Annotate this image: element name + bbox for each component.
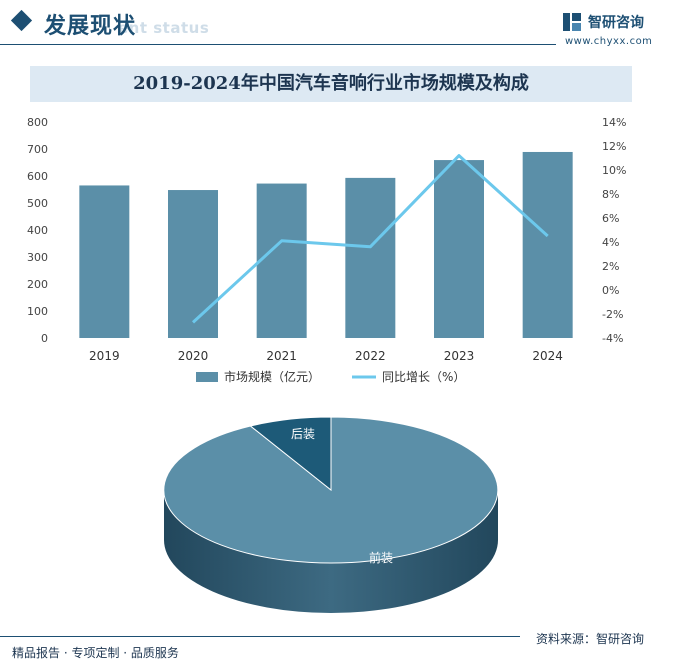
pie-chart: 前装 后装 [163, 416, 499, 613]
footer-tagline: 精品报告 · 专项定制 · 品质服务 [12, 646, 179, 660]
legend-swatch-bar [196, 372, 218, 382]
growth-line [191, 154, 549, 324]
header-divider [0, 44, 556, 45]
legend-label-market-size: 市场规模（亿元） [224, 369, 320, 384]
right-tick-label: 8% [602, 188, 619, 201]
chart-title: 2019-2024年中国汽车音响行业市场规模及构成 [133, 73, 529, 94]
chart-title-bar: 2019-2024年中国汽车音响行业市场规模及构成 [30, 66, 632, 102]
right-tick-label: 14% [602, 116, 626, 129]
left-tick-label: 100 [27, 305, 48, 318]
pie-label-after: 后装 [291, 427, 315, 441]
pie-slice [249, 416, 332, 492]
left-tick-label: 0 [41, 332, 48, 345]
footer-source: 资料来源：智研咨询 [536, 632, 645, 646]
header-subtitle: ent status [118, 19, 210, 37]
bar-series [79, 151, 573, 338]
pie-label-front: 前装 [369, 550, 393, 565]
combo-chart: 0 100 200 300 400 500 600 700 800 -4% -2% 0% 2% 4% 6%… [27, 116, 626, 384]
legend: 市场规模（亿元） 同比增长（%） [196, 369, 465, 384]
x-tick-label: 2020 [178, 349, 209, 363]
pie-side [164, 490, 498, 613]
left-tick-label: 400 [27, 224, 48, 237]
right-axis: -4% -2% 0% 2% 4% 6% 8% 10% 12% 14% [602, 116, 626, 345]
bar [434, 160, 484, 338]
page-title: 发展现状 [44, 14, 137, 39]
logo-url: www.chyxx.com [565, 36, 653, 47]
x-axis: 2019 2020 2021 2022 2023 2024 [89, 349, 563, 363]
left-tick-label: 800 [27, 116, 48, 129]
left-axis: 0 100 200 300 400 500 600 700 800 [27, 116, 48, 345]
left-tick-label: 600 [27, 170, 48, 183]
bar [79, 185, 130, 338]
x-tick-label: 2022 [355, 349, 386, 363]
right-tick-label: 0% [602, 284, 619, 297]
right-tick-label: 2% [602, 260, 619, 273]
x-tick-label: 2019 [89, 349, 120, 363]
pie-slices [163, 416, 499, 564]
x-tick-label: 2023 [444, 349, 475, 363]
left-tick-label: 500 [27, 197, 48, 210]
footer-divider [0, 636, 520, 637]
left-tick-label: 300 [27, 251, 48, 264]
bar [522, 151, 573, 338]
bar [345, 177, 396, 338]
bar [168, 190, 218, 338]
legend-label-growth: 同比增长（%） [382, 370, 465, 384]
x-tick-label: 2021 [266, 349, 297, 363]
right-tick-label: 4% [602, 236, 619, 249]
logo-icon [563, 13, 581, 31]
right-tick-label: 6% [602, 212, 619, 225]
logo-name: 智研咨询 [588, 15, 644, 31]
right-tick-label: -4% [602, 332, 623, 345]
right-tick-label: 10% [602, 164, 626, 177]
left-tick-label: 700 [27, 143, 48, 156]
page-header: ent status 发展现状 智研咨询 www.chyxx.com [0, 0, 677, 48]
right-tick-label: 12% [602, 140, 626, 153]
bar [256, 183, 307, 338]
left-tick-label: 200 [27, 278, 48, 291]
right-tick-label: -2% [602, 308, 623, 321]
x-tick-label: 2024 [532, 349, 563, 363]
